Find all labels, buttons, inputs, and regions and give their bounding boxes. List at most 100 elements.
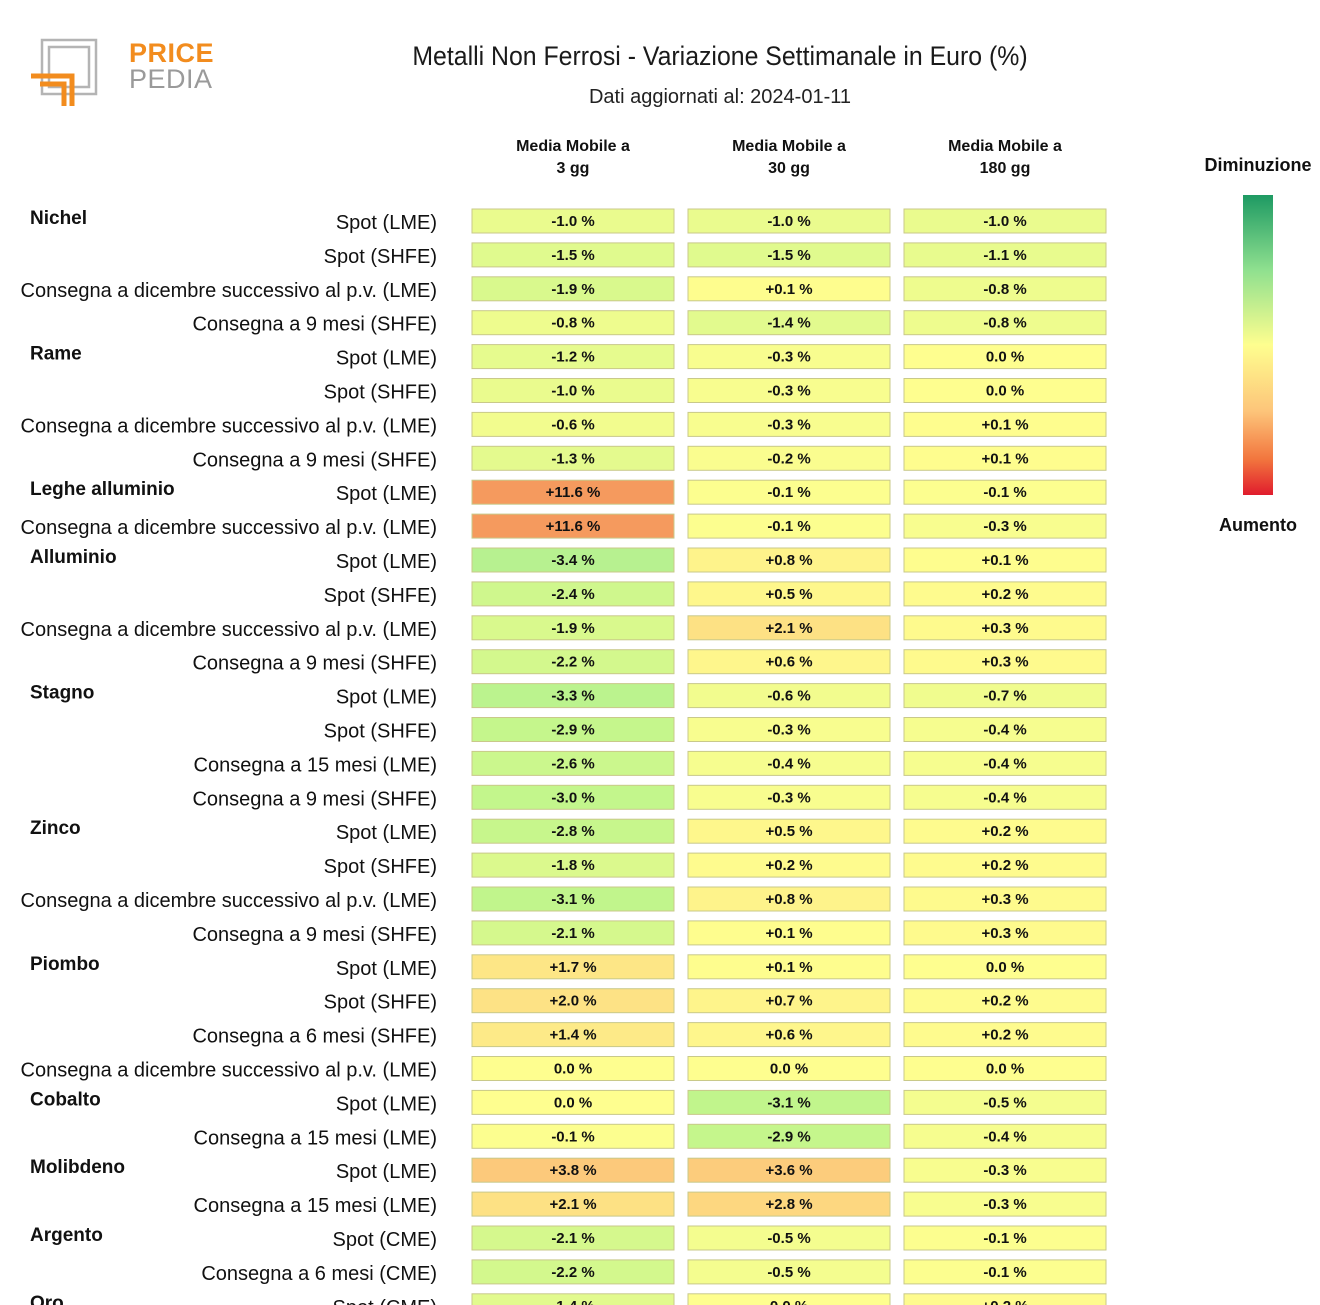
- heatmap-cell-value: -0.3 %: [767, 789, 810, 806]
- heatmap-cell-value: -0.5 %: [983, 1094, 1026, 1111]
- heatmap-cell: [471, 581, 675, 607]
- heatmap-cell-value: +0.1 %: [981, 450, 1028, 467]
- heatmap-cell-value: +0.2 %: [981, 993, 1028, 1010]
- heatmap-cell-value: -1.5 %: [767, 247, 810, 264]
- metal-group-label: Zinco: [30, 818, 81, 839]
- heatmap-cell: [471, 1056, 675, 1081]
- heatmap-cell-value: -1.0 %: [551, 383, 594, 400]
- heatmap-cell: [471, 886, 675, 912]
- heatmap-cell: [471, 1157, 675, 1183]
- heatmap-cell-value: 0.0 %: [770, 1061, 808, 1078]
- heatmap-cell-value: -3.1 %: [767, 1094, 810, 1111]
- heatmap-cell-value: +3.6 %: [765, 1162, 812, 1179]
- heatmap-cell: [903, 954, 1107, 980]
- row-label: Consegna a 15 mesi (LME): [194, 754, 437, 776]
- heatmap-cell: [471, 276, 675, 302]
- heatmap-cell: [903, 513, 1107, 539]
- heatmap-cell: [687, 479, 891, 505]
- heatmap-cell: [471, 784, 675, 810]
- heatmap-cell: [471, 1225, 675, 1251]
- metal-group-label: Nichel: [30, 208, 87, 229]
- heatmap-cell: [903, 615, 1107, 641]
- heatmap-cell-value: -0.3 %: [767, 722, 810, 739]
- row-label: Consegna a dicembre successivo al p.v. (…: [21, 517, 437, 539]
- heatmap-cell: [903, 988, 1107, 1014]
- heatmap-cell: [471, 445, 675, 471]
- heatmap-cell: [903, 1022, 1107, 1048]
- heatmap-cell-value: 0.0 %: [986, 959, 1024, 976]
- heatmap-cell-value: 0.0 %: [554, 1094, 592, 1111]
- heatmap-cell-value: +3.8 %: [549, 1162, 596, 1179]
- heatmap-cell: [471, 547, 675, 573]
- metal-group-label: Argento: [30, 1225, 103, 1246]
- heatmap-cell-value: +0.3 %: [981, 620, 1028, 637]
- heatmap-cell-value: -1.0 %: [983, 213, 1026, 230]
- heatmap-cell-value: +0.5 %: [765, 823, 812, 840]
- legend-top-label: Diminuzione: [1204, 155, 1312, 175]
- heatmap-cell: [471, 852, 675, 878]
- heatmap-cell: [471, 513, 675, 539]
- row-label: Consegna a 9 mesi (SHFE): [192, 314, 437, 336]
- heatmap-cell: [471, 1191, 675, 1217]
- row-label: Consegna a 15 mesi (LME): [194, 1127, 437, 1149]
- heatmap-cell: [687, 784, 891, 810]
- heatmap-cell: [471, 479, 675, 505]
- heatmap-cell: [687, 344, 891, 370]
- heatmap-cell: [687, 445, 891, 471]
- heatmap-cell-value: -0.3 %: [983, 1196, 1026, 1213]
- heatmap-cell-value: -1.4 %: [551, 1298, 594, 1305]
- heatmap-cell-value: +0.1 %: [981, 552, 1028, 569]
- heatmap-cell-value: -0.4 %: [983, 722, 1026, 739]
- heatmap-cell-value: -0.3 %: [767, 349, 810, 366]
- heatmap-cell-value: -0.8 %: [551, 315, 594, 332]
- heatmap-cell: [471, 1123, 675, 1149]
- heatmap-cell: [903, 581, 1107, 607]
- heatmap-cell-value: -0.4 %: [767, 755, 810, 772]
- row-label: Spot (SHFE): [324, 246, 437, 268]
- heatmap-cell: [687, 1191, 891, 1217]
- heatmap-cell: [687, 954, 891, 980]
- heatmap-cell-value: -3.0 %: [551, 789, 594, 806]
- row-label: Spot (SHFE): [324, 856, 437, 878]
- heatmap-cell: [903, 1259, 1107, 1285]
- heatmap-cell-value: +0.8 %: [765, 891, 812, 908]
- heatmap-cell-value: +1.4 %: [549, 1027, 596, 1044]
- heatmap-cell-value: +0.2 %: [981, 1298, 1028, 1305]
- heatmap-cell: [903, 547, 1107, 573]
- heatmap-cell: [471, 649, 675, 675]
- heatmap-cell: [471, 920, 675, 946]
- heatmap-cell: [903, 784, 1107, 810]
- heatmap-cell-value: -0.1 %: [767, 518, 810, 535]
- heatmap-cell-value: -2.2 %: [551, 1264, 594, 1281]
- heatmap-cell: [903, 886, 1107, 912]
- heatmap-cell: [471, 954, 675, 980]
- heatmap-cell-value: -0.8 %: [983, 315, 1026, 332]
- heatmap-cell: [903, 208, 1107, 234]
- row-label: Spot (LME): [336, 551, 437, 573]
- heatmap-cell: [687, 1089, 891, 1115]
- logo-mark-icon: [31, 38, 98, 106]
- heatmap-cell: [687, 1056, 891, 1081]
- heatmap-cell-value: -2.2 %: [551, 654, 594, 671]
- heatmap-cell-value: -0.3 %: [767, 416, 810, 433]
- heatmap-cell-value: -3.1 %: [551, 891, 594, 908]
- heatmap-cell-value: -0.1 %: [767, 484, 810, 501]
- heatmap-cell-value: -2.4 %: [551, 586, 594, 603]
- heatmap-cell: [471, 344, 675, 370]
- heatmap-cell-value: +0.2 %: [765, 857, 812, 874]
- heatmap-cell-value: -3.3 %: [551, 688, 594, 705]
- heatmap-cell-value: -1.0 %: [551, 213, 594, 230]
- heatmap-cell: [687, 988, 891, 1014]
- pricepedia-logo: PRICE PEDIA: [28, 36, 214, 112]
- heatmap-cell: [687, 1259, 891, 1285]
- heatmap-cell: [903, 920, 1107, 946]
- heatmap-cell: [687, 683, 891, 709]
- row-label: Consegna a 15 mesi (LME): [194, 1195, 437, 1217]
- heatmap-cell: [687, 581, 891, 607]
- heatmap-cell-value: -0.1 %: [551, 1128, 594, 1145]
- heatmap-cell: [903, 479, 1107, 505]
- heatmap-cell-value: 0.0 %: [986, 1061, 1024, 1078]
- heatmap-cell-value: -0.3 %: [983, 518, 1026, 535]
- heatmap-cell-value: +0.7 %: [765, 993, 812, 1010]
- metal-group-label: Molibdeno: [30, 1157, 125, 1178]
